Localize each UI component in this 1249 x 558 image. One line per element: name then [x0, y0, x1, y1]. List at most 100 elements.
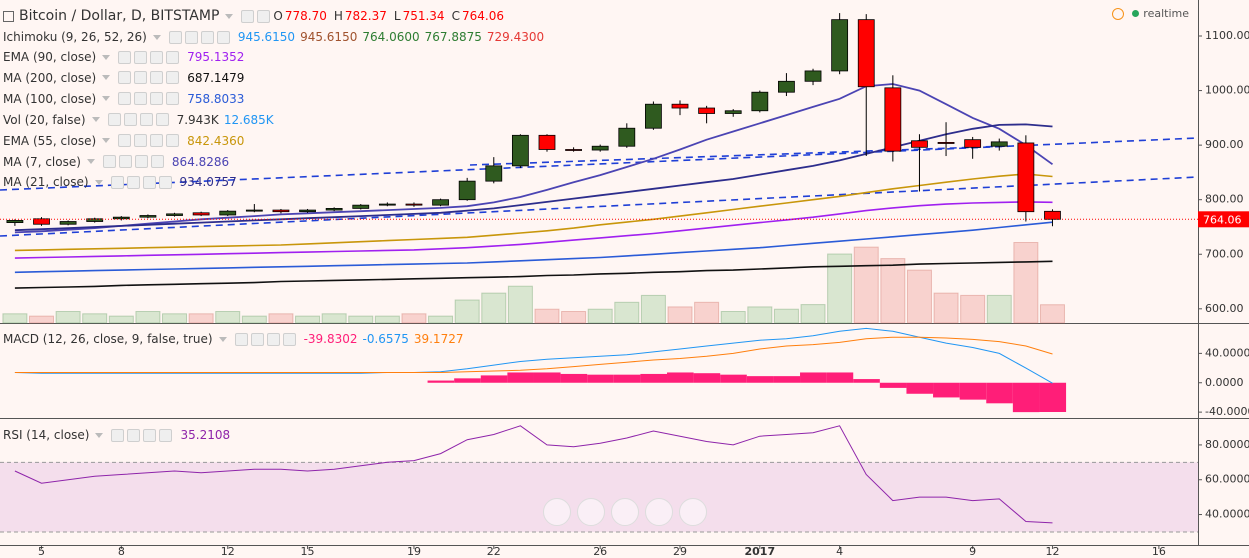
histogram-bar [879, 382, 907, 388]
legend-icon [118, 71, 132, 85]
legend-icon [159, 428, 173, 442]
scroll-right[interactable] [679, 498, 707, 526]
legend-icon [184, 30, 198, 44]
legend-row: EMA (90, close) 795.1352 [0, 47, 244, 67]
volume-bar [401, 313, 427, 324]
indicator-name: EMA (55, close) [3, 133, 97, 148]
y-tick-label: 0.0000 [1205, 376, 1244, 389]
candle-body [857, 19, 875, 88]
legend-row: Bitcoin / Dollar, D, BITSTAMP O 778.70 H 782… [0, 6, 511, 26]
volume-bar [295, 315, 321, 324]
legend-icon [166, 134, 180, 148]
indicator-value: -0.6575 [362, 332, 409, 346]
scroll-left[interactable] [543, 498, 571, 526]
volume-bar [773, 308, 799, 324]
candle-body [325, 208, 343, 211]
histogram-bar [454, 378, 481, 383]
indicator-line [14, 173, 1053, 252]
y-tick-label: -40.0000 [1205, 405, 1249, 418]
legend-icon [282, 332, 296, 346]
candle-body [458, 180, 476, 201]
candle-body [112, 216, 130, 220]
reset[interactable] [611, 498, 639, 526]
legend-icon [250, 332, 264, 346]
y-tick-label: 60.0000 [1205, 473, 1249, 486]
indicator-line [14, 260, 1053, 289]
warning-icon[interactable] [1112, 7, 1125, 20]
candle-body [1044, 210, 1061, 220]
histogram-bar [853, 379, 880, 383]
indicator-value: 842.4360 [187, 133, 245, 148]
indicator-name: Vol (20, false) [3, 112, 86, 127]
candle-body [671, 103, 689, 109]
candle-body [432, 199, 449, 206]
indicator-value: 767.8875 [424, 30, 482, 44]
volume-bar [108, 315, 134, 324]
legend-icon [118, 50, 132, 64]
y-tick-label: 1100.00 [1205, 29, 1249, 42]
live-dot [1132, 10, 1140, 17]
candle-body [86, 218, 104, 222]
histogram-bar [1039, 382, 1067, 413]
volume-bar [188, 313, 214, 324]
legend-icon [110, 175, 124, 189]
legend-caret [102, 75, 111, 81]
indicator-line [14, 221, 1053, 274]
candle-body [378, 203, 396, 206]
volume-bar [2, 313, 28, 324]
candle-body [884, 87, 902, 152]
navigation [543, 498, 707, 526]
legend-icon [200, 30, 214, 44]
legend-row: MACD (12, 26, close, 9, false, true) -39.… [0, 329, 463, 349]
volume-bar [640, 294, 666, 324]
legend-icon [139, 113, 153, 127]
legend-icon [150, 92, 164, 106]
legend-icon [216, 30, 230, 44]
legend-row: MA (100, close) 758.8033 [0, 89, 244, 109]
legend-icon [134, 71, 148, 85]
zoom-out[interactable] [577, 498, 605, 526]
volume-bar [986, 294, 1012, 324]
legend-icon [266, 332, 280, 346]
volume-bar [55, 311, 81, 324]
volume-bar [561, 311, 587, 324]
indicator-value: 7.943K [176, 112, 219, 127]
indicator-name: EMA (90, close) [3, 50, 97, 64]
histogram-bar [959, 382, 987, 400]
legend-icon [241, 9, 255, 23]
histogram-bar [533, 372, 561, 383]
volume-bar [162, 313, 188, 324]
candle-body [405, 203, 423, 206]
legend-row: RSI (14, close) 35.2108 [0, 425, 230, 445]
ohlc-label: C [451, 9, 460, 23]
volume-bar [215, 311, 241, 324]
volume-bar [694, 301, 720, 324]
legend-icon [150, 71, 164, 85]
x-tick-label: 16 [1152, 545, 1166, 558]
last-price-label: 764.06 [1203, 213, 1242, 226]
legend-icon [123, 113, 137, 127]
volume-bar [587, 308, 613, 324]
y-tick-label: 40.0000 [1205, 508, 1249, 521]
legend-icon [127, 428, 141, 442]
x-tick-label: 12 [1045, 545, 1059, 558]
legend-icon [234, 332, 248, 346]
legend-icon [118, 155, 132, 168]
legend-caret [102, 138, 111, 144]
zoom-in[interactable] [645, 498, 673, 526]
volume-bar [348, 315, 374, 324]
y-tick-label: 700.00 [1205, 247, 1244, 260]
candle-body [352, 204, 370, 209]
candle-body [804, 70, 822, 82]
x-tick-label: 19 [407, 545, 421, 558]
candle-body [511, 134, 529, 167]
legend-icon [142, 175, 156, 189]
candle-body [698, 107, 716, 114]
y-tick-label: 40.0000 [1205, 346, 1249, 359]
volume-bar [135, 311, 161, 324]
volume-bar [747, 306, 773, 324]
macd-line [14, 327, 1053, 384]
legend-icon [134, 134, 148, 148]
volume-bar [1013, 242, 1039, 324]
